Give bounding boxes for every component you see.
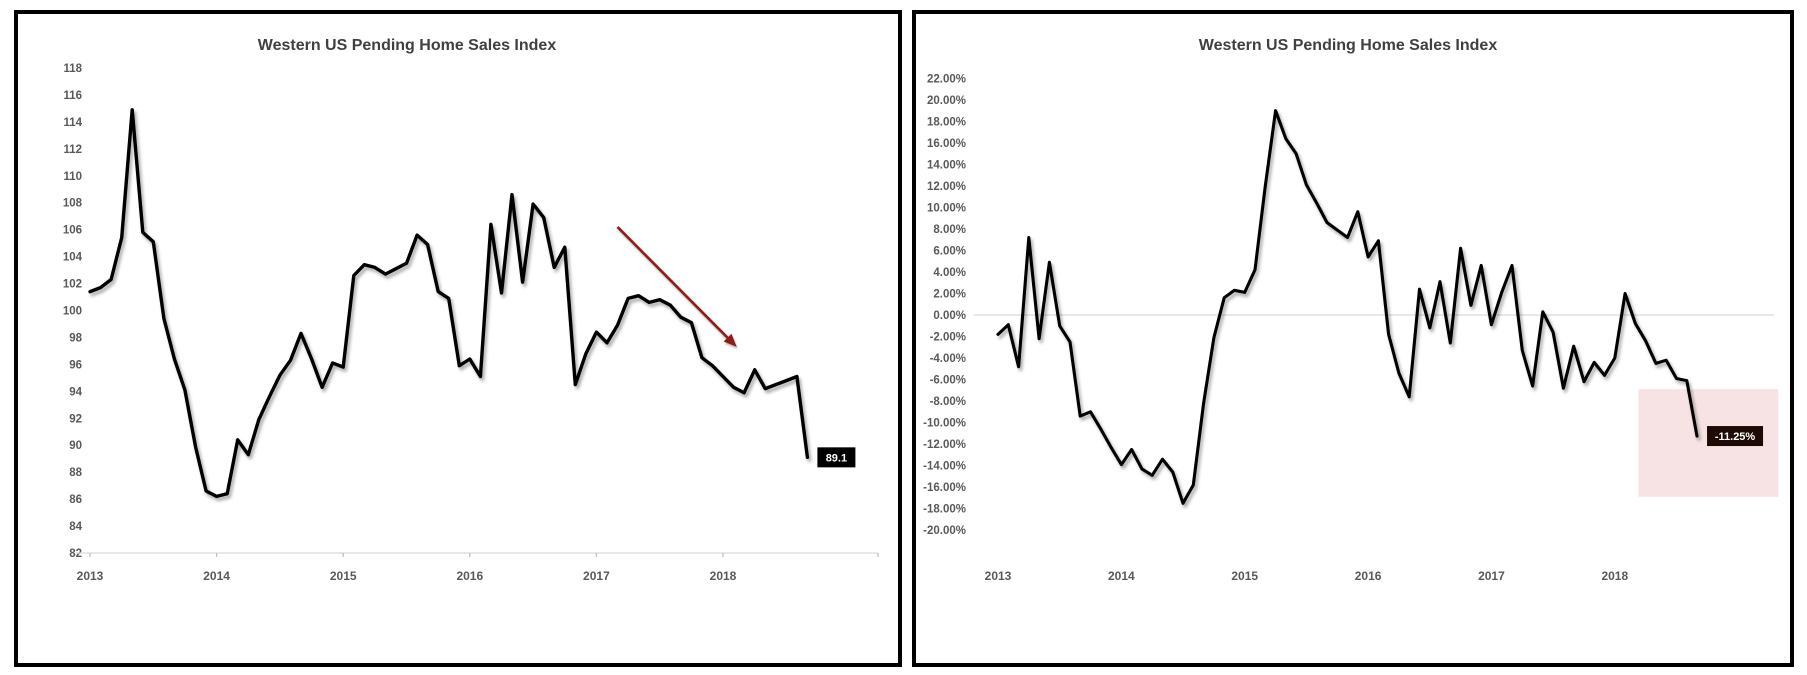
yoy-chart-panel: 22.00% 20.00% 18.00% 16.00% 14.00% 12.00% 10.0…: [912, 10, 1794, 667]
chart-title: Western US Pending Home Sales Index: [258, 37, 557, 54]
y-axis-tick-label: -14.00%: [923, 461, 966, 473]
y-axis-tick-label: 8.00%: [933, 224, 966, 236]
trend-arrow-head: [723, 333, 737, 347]
y-axis-tick-label: 4.00%: [933, 267, 966, 279]
x-axis-tick-label: 2013: [77, 569, 104, 583]
x-axis-tick-label: 2016: [456, 569, 483, 583]
y-axis-tick-label: 92: [69, 413, 82, 425]
index-line-chart: 118 116 114 112 110 108 106 104 102 100 98 96 94 92 90…: [63, 37, 879, 583]
y-axis-tick-label: 102: [63, 279, 82, 291]
y-axis-tick-label: 116: [63, 90, 82, 102]
data-label-text: -11.25%: [1715, 431, 1756, 443]
y-axis-tick-label: -20.00%: [923, 525, 966, 537]
y-axis-tick-label: -10.00%: [923, 418, 966, 430]
y-axis-tick-label: 94: [69, 386, 82, 398]
data-label-text: 89.1: [826, 452, 847, 464]
y-axis-tick-label: 16.00%: [927, 138, 966, 150]
y-axis-tick-label: -12.00%: [923, 439, 966, 451]
x-axis-tick-label: 2015: [1231, 569, 1258, 583]
y-axis-tick-label: 6.00%: [933, 245, 966, 257]
y-axis-tick-label: 0.00%: [933, 310, 966, 322]
y-axis-tick-label: 20.00%: [927, 95, 966, 107]
y-axis-tick-label: 110: [63, 171, 82, 183]
y-axis-tick-label: -6.00%: [930, 375, 966, 387]
y-axis-tick-label: 84: [69, 521, 82, 533]
y-axis-tick-label: 96: [69, 359, 82, 371]
series-line: [996, 109, 1699, 505]
y-axis-tick-label: 86: [69, 494, 82, 506]
x-axis-tick-label: 2013: [985, 569, 1012, 583]
y-axis-tick-label: 88: [69, 467, 82, 479]
y-axis-tick-label: 82: [69, 548, 82, 560]
x-axis-tick-label: 2014: [203, 569, 230, 583]
trend-arrow-shaft: [616, 226, 729, 339]
y-axis-tick-label: 10.00%: [927, 202, 966, 214]
y-axis-tick-label: 104: [63, 252, 83, 264]
x-axis-tick-label: 2018: [1601, 569, 1628, 583]
data-label-box: [817, 447, 856, 468]
y-axis-tick-label: -4.00%: [930, 353, 966, 365]
y-axis-tick-label: 90: [69, 440, 82, 452]
x-axis-tick-label: 2017: [583, 569, 610, 583]
series-line: [88, 108, 810, 499]
y-axis-tick-label: 112: [63, 144, 82, 156]
x-axis-tick-label: 2015: [330, 569, 357, 583]
y-axis-tick-label: 12.00%: [927, 181, 966, 193]
y-axis-tick-label: 98: [69, 332, 82, 344]
y-axis-tick-label: -18.00%: [923, 504, 966, 516]
y-axis-tick-label: 14.00%: [927, 159, 966, 171]
y-axis-tick-label: -8.00%: [930, 396, 966, 408]
y-axis-tick-label: -16.00%: [923, 482, 966, 494]
x-axis-tick-label: 2018: [710, 569, 737, 583]
y-axis-tick-label: -2.00%: [930, 332, 966, 344]
data-label-box: [1707, 426, 1764, 447]
y-axis-tick-label: 2.00%: [933, 288, 966, 300]
x-axis-tick-label: 2014: [1108, 569, 1135, 583]
y-axis-tick-label: 106: [63, 225, 82, 237]
y-axis-tick-label: 114: [63, 117, 82, 129]
x-axis-tick-label: 2016: [1355, 569, 1382, 583]
index-chart-content: 118 116 114 112 110 108 106 104 102 100 98 96 94 92 90…: [63, 63, 879, 583]
y-axis-tick-label: 22.00%: [927, 73, 966, 85]
y-axis-tick-label: 118: [63, 63, 82, 75]
y-axis-tick-label: 100: [63, 306, 82, 318]
y-axis-tick-label: 18.00%: [927, 116, 966, 128]
yoy-chart-content: 22.00% 20.00% 18.00% 16.00% 14.00% 12.00% 10.0…: [923, 73, 1779, 583]
index-chart-panel: 118 116 114 112 110 108 106 104 102 100 98 96 94 92 90…: [14, 10, 902, 667]
y-axis-tick-label: 108: [63, 198, 83, 210]
x-axis-tick-label: 2017: [1478, 569, 1505, 583]
yoy-line-chart: 22.00% 20.00% 18.00% 16.00% 14.00% 12.00% 10.0…: [923, 37, 1779, 583]
chart-title: Western US Pending Home Sales Index: [1199, 37, 1498, 54]
